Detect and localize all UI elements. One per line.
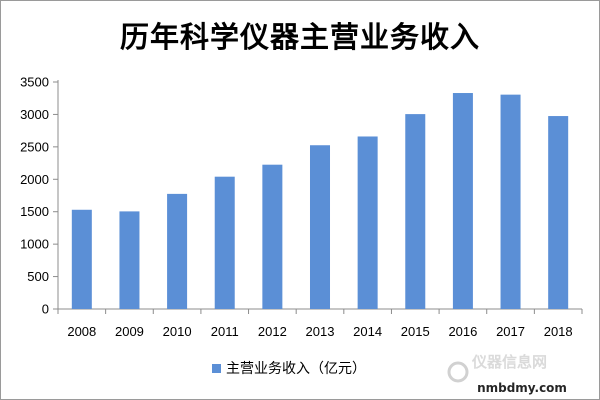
chart-legend: 主营业务收入（亿元） <box>212 361 366 377</box>
x-tick-label: 2011 <box>211 324 239 339</box>
watermark-logo-text: 仪器信息网 <box>471 353 547 371</box>
bar-2008 <box>71 209 92 309</box>
watermark-site: nmbdmy.com <box>477 381 567 395</box>
y-tick-label: 2000 <box>20 172 49 187</box>
x-tick-label: 2010 <box>163 324 192 339</box>
y-tick-label: 1000 <box>20 237 49 252</box>
x-tick-label: 2018 <box>544 324 573 339</box>
bar-2016 <box>452 93 473 309</box>
x-tick-label: 2013 <box>306 324 335 339</box>
y-tick-labels: 0 500 1000 1500 2000 2500 3000 3500 <box>20 75 49 317</box>
x-tick-label: 2015 <box>401 324 430 339</box>
legend-swatch <box>212 364 221 373</box>
y-tick-label: 0 <box>42 302 49 317</box>
x-tick-label: 2017 <box>496 324 525 339</box>
x-tick-labels: 2008 2009 2010 2011 2012 2013 2014 2015 2016 2017… <box>67 324 572 339</box>
watermark-logo-ring <box>447 361 469 383</box>
y-tick-label: 3000 <box>20 107 49 122</box>
x-tick-label: 2008 <box>67 324 96 339</box>
bar-2012 <box>262 164 283 309</box>
chart-title: 历年科学仪器主营业务收入 <box>119 20 480 54</box>
x-tick-label: 2014 <box>353 324 382 339</box>
bar-2010 <box>167 193 188 309</box>
chart-bars <box>71 93 569 310</box>
y-tick-label: 1500 <box>20 204 49 219</box>
bar-2015 <box>405 114 426 310</box>
legend-label: 主营业务收入（亿元） <box>226 361 366 377</box>
x-tick-label: 2016 <box>448 324 477 339</box>
bar-2014 <box>357 136 378 309</box>
y-tick-label: 3500 <box>20 75 49 90</box>
bar-2017 <box>500 94 521 309</box>
watermark-logo: 仪器信息网 <box>447 353 547 383</box>
y-tick-label: 500 <box>27 269 49 284</box>
x-tick-label: 2012 <box>258 324 287 339</box>
bar-2011 <box>214 176 235 309</box>
bar-2018 <box>548 116 569 309</box>
bar-2013 <box>309 145 331 309</box>
watermark: 仪器信息网 nmbdmy.com <box>447 353 567 395</box>
bar-2009 <box>119 211 140 309</box>
y-tick-label: 2500 <box>20 139 49 154</box>
x-tick-label: 2009 <box>115 324 144 339</box>
